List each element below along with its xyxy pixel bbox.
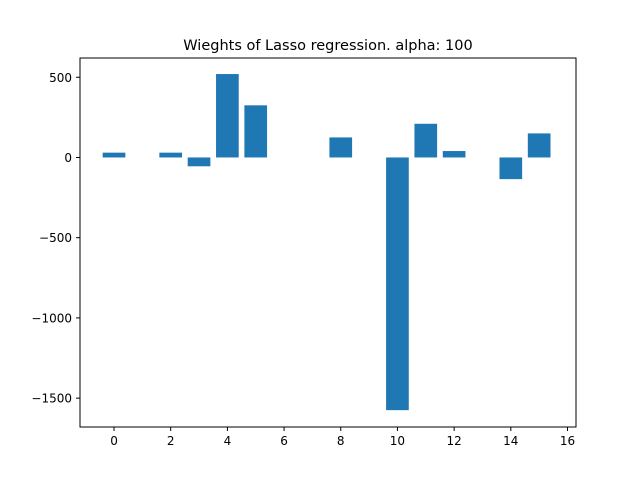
x-tick-label: 8 [337,434,345,448]
bar-12 [442,151,466,158]
y-tick-label: −1000 [31,311,72,325]
x-tick-label: 0 [110,434,118,448]
bar-0 [102,152,126,158]
plot-frame [79,57,577,428]
x-tick-label: 12 [446,434,461,448]
y-axis-ticks: 500 0 −500 −1000 −1500 [31,71,80,406]
y-tick-label: −1500 [31,392,72,406]
x-tick-label: 6 [280,434,288,448]
bar-2 [159,152,183,158]
bar-8 [329,137,353,158]
bar-10 [386,157,409,411]
bar-11 [414,123,438,158]
bar-4 [216,74,239,158]
bar-15 [527,133,551,158]
bar-14 [499,157,523,180]
x-tick-label: 14 [503,434,518,448]
x-tick-label: 16 [560,434,575,448]
x-axis-ticks: 0 2 4 6 8 10 12 14 16 [110,427,575,448]
bar-5 [244,105,268,158]
bars-group [102,74,551,411]
x-tick-label: 4 [224,434,232,448]
x-tick-label: 10 [390,434,405,448]
y-tick-label: 0 [64,151,72,165]
bar-3 [187,157,211,167]
x-tick-label: 2 [167,434,175,448]
y-tick-label: −500 [39,231,72,245]
chart-title: Wieghts of Lasso regression. alpha: 100 [183,38,472,54]
y-tick-label: 500 [49,71,72,85]
